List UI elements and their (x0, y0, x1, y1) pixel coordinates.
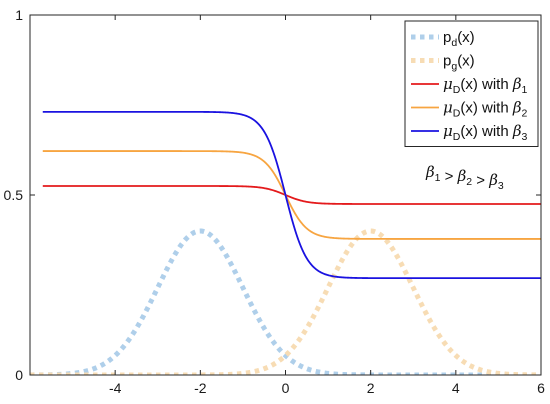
series-layer (30, 110, 541, 375)
series-line-pd (30, 228, 541, 375)
beta-order-annotation: β1 > β2 > β3 (425, 163, 504, 192)
legend: pd(x) pg(x)μD(x) with β1 μD(x) with β2μD(x… (404, 20, 539, 147)
series-line-mu1 (42, 185, 541, 205)
x-tick-label: 2 (367, 380, 375, 396)
series-line-pg (30, 228, 541, 375)
axes: -4 -2 0 2 4 6 0 0.5 1 (4, 7, 546, 396)
legend-label-mu1: μD(x) with β1 (443, 75, 528, 96)
legend-label-mu3: μD(x) with β3 (443, 122, 528, 143)
x-tick-label: -4 (109, 380, 122, 396)
legend-label-pd: pd(x) (443, 29, 475, 49)
x-tick-label: 4 (452, 380, 460, 396)
x-tick-label: -2 (194, 380, 207, 396)
legend-label-pg: pg(x) (443, 53, 475, 73)
y-tick-label: 0.5 (4, 187, 24, 203)
series-line-mu3 (42, 110, 541, 280)
legend-label-mu2: μD(x) with β2 (443, 99, 528, 120)
x-tick-label: 6 (537, 380, 545, 396)
y-tick-label: 0 (15, 367, 23, 383)
series-line-mu2 (42, 150, 541, 240)
annotation: β1 > β2 > β3 (425, 163, 504, 192)
x-tick-label: 0 (282, 380, 290, 396)
y-tick-label: 1 (15, 7, 23, 23)
